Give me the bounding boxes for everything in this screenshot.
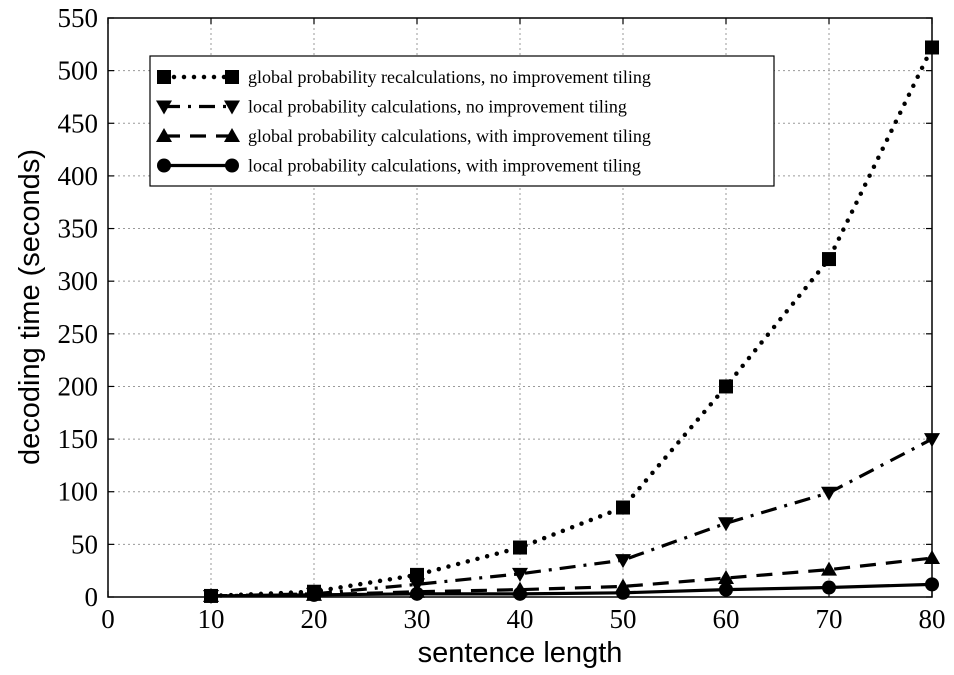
- y-tick-label: 100: [58, 477, 99, 507]
- x-tick-label: 0: [101, 604, 115, 634]
- legend-entry: global probability recalculations, no im…: [157, 67, 651, 87]
- series-line: [208, 45, 935, 599]
- y-tick-label: 500: [58, 56, 99, 86]
- ticks: 0 10 20 30 40 50 60 70 80 0 50 100 150 200 250 300 350 40…: [58, 3, 946, 634]
- legend-entry: global probability calculations, with im…: [156, 126, 651, 146]
- x-tick-label: 30: [404, 604, 431, 634]
- data-point: [616, 500, 630, 515]
- legend-box: [149, 55, 775, 187]
- data-point: [821, 486, 837, 501]
- legend-marker: [157, 70, 171, 84]
- legend-marker: [225, 158, 239, 173]
- legend-entry: local probability calculations, with imp…: [157, 156, 641, 176]
- x-tick-label: 20: [301, 604, 328, 634]
- legend-label: local probability calculations, no impro…: [248, 97, 627, 117]
- series-line: [210, 437, 933, 598]
- legend-marker: [156, 100, 172, 115]
- series-layer: [203, 40, 940, 604]
- data-point: [513, 540, 527, 555]
- x-tick-label: 80: [919, 604, 946, 634]
- x-axis-label: sentence length: [418, 637, 623, 669]
- y-tick-label: 50: [71, 529, 98, 559]
- legend: global probability recalculations, no im…: [149, 55, 775, 187]
- data-point: [718, 570, 734, 585]
- legend-entry: local probability calculations, no impro…: [156, 97, 627, 117]
- y-tick-label: 350: [58, 214, 99, 244]
- x-tick-label: 10: [198, 604, 225, 634]
- data-point: [719, 582, 733, 597]
- legend-marker: [225, 70, 239, 84]
- data-point: [615, 554, 631, 569]
- series-line: [210, 582, 933, 598]
- y-tick-label: 200: [58, 371, 99, 401]
- data-point: [821, 561, 837, 576]
- x-tick-label: 40: [507, 604, 534, 634]
- y-tick-label: 450: [58, 108, 99, 138]
- x-tick-label: 70: [816, 604, 843, 634]
- y-axis-label: decoding time (seconds): [14, 149, 46, 465]
- legend-label: local probability calculations, with imp…: [248, 156, 641, 176]
- data-point: [719, 379, 733, 394]
- legend-marker: [224, 128, 240, 142]
- data-point: [822, 252, 836, 267]
- y-tick-label: 550: [58, 3, 99, 33]
- data-point: [718, 517, 734, 532]
- y-tick-label: 250: [58, 319, 99, 349]
- legend-label: global probability recalculations, no im…: [248, 67, 651, 87]
- legend-marker: [157, 158, 171, 173]
- series-line: [210, 556, 933, 598]
- data-point: [822, 580, 836, 595]
- y-tick-label: 0: [85, 582, 99, 612]
- y-tick-label: 400: [58, 161, 99, 191]
- x-tick-label: 50: [610, 604, 637, 634]
- legend-marker: [224, 100, 240, 115]
- series-4: [204, 577, 939, 603]
- y-tick-label: 300: [58, 266, 99, 296]
- data-point: [512, 567, 528, 582]
- x-tick-label: 60: [713, 604, 740, 634]
- legend-marker: [156, 128, 172, 142]
- legend-label: global probability calculations, with im…: [248, 126, 651, 146]
- y-tick-label: 150: [58, 424, 99, 454]
